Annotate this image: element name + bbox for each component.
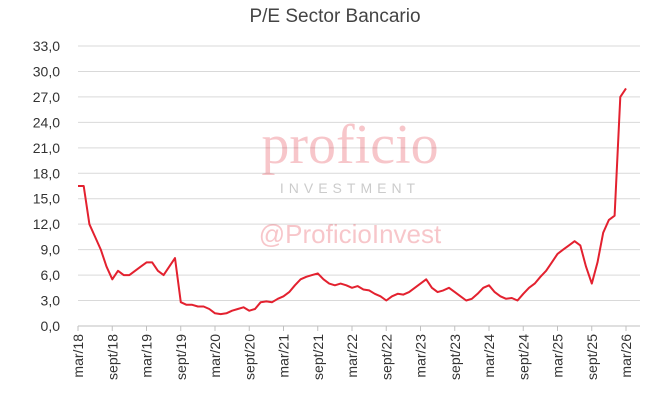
y-tick-label: 9,0 [41, 242, 61, 258]
data-line [78, 87, 627, 316]
y-tick-label: 3,0 [41, 293, 61, 309]
x-tick-label: mar/26 [618, 334, 634, 378]
x-tick-label: mar/22 [344, 334, 360, 378]
y-tick-label: 27,0 [33, 89, 60, 105]
plot-layer: 0,0 3,0 6,0 9,0 12,0 15,0 18,0 21,0 24,0 27,0 30,0… [33, 38, 640, 380]
x-tick-label: mar/24 [481, 334, 497, 378]
y-tick-label: 18,0 [33, 165, 60, 181]
x-tick-label: mar/20 [207, 334, 223, 378]
watermark-handle: @ProficioInvest [259, 219, 442, 249]
x-tick-label: sept/23 [447, 334, 463, 380]
x-tick-label: sept/19 [173, 334, 189, 380]
x-tick-label: mar/18 [70, 334, 86, 378]
chart-title: P/E Sector Bancario [249, 6, 420, 27]
watermark-logo: proficio [261, 114, 438, 176]
x-tick-label: mar/19 [139, 334, 155, 378]
y-tick-label: 6,0 [41, 267, 61, 283]
y-tick-label: 24,0 [33, 114, 60, 130]
x-tick-label: mar/21 [276, 334, 292, 378]
x-tick-label: mar/25 [550, 334, 566, 378]
y-tick-label: 21,0 [33, 140, 60, 156]
y-tick-label: 33,0 [33, 38, 60, 54]
y-tick-label: 0,0 [41, 318, 61, 334]
x-tick-label: sept/25 [584, 334, 600, 380]
x-tick-label: sept/20 [241, 334, 257, 380]
y-tick-label: 30,0 [33, 63, 60, 79]
x-tick-label: sept/24 [515, 334, 531, 380]
x-tick-label: sept/18 [104, 334, 120, 380]
x-tick-label: sept/21 [310, 334, 326, 380]
y-tick-label: 12,0 [33, 216, 60, 232]
watermark-subtitle: INVESTMENT [280, 180, 420, 196]
x-tick-label: sept/22 [378, 334, 394, 380]
x-tick-label: mar/23 [413, 334, 429, 378]
y-tick-label: 15,0 [33, 191, 60, 207]
